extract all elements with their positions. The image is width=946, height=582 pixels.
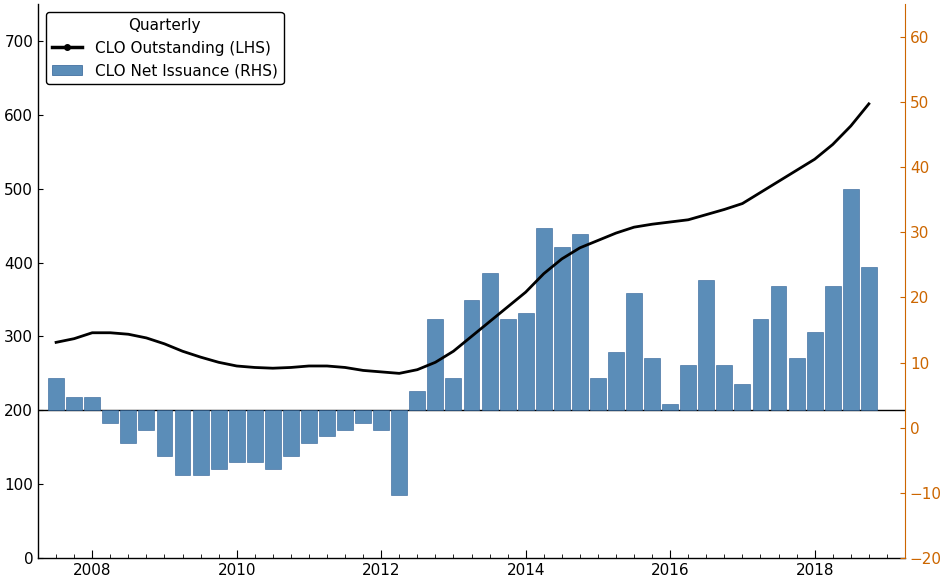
Bar — [535, 228, 552, 410]
Bar — [392, 410, 407, 495]
Bar — [789, 358, 804, 410]
Bar — [734, 384, 750, 410]
Bar — [825, 286, 841, 410]
Bar — [283, 410, 299, 456]
Bar — [771, 286, 786, 410]
Bar — [319, 410, 335, 436]
Bar — [843, 189, 859, 410]
Bar — [807, 332, 823, 410]
Bar — [102, 410, 118, 423]
Bar — [193, 410, 208, 475]
Bar — [590, 378, 605, 410]
Bar — [66, 398, 82, 410]
Bar — [410, 391, 426, 410]
Bar — [138, 410, 154, 430]
Bar — [175, 410, 190, 475]
Bar — [608, 352, 624, 410]
Bar — [861, 267, 877, 410]
Bar — [572, 235, 587, 410]
Bar — [337, 410, 353, 430]
Bar — [517, 313, 534, 410]
Legend: CLO Outstanding (LHS), CLO Net Issuance (RHS): CLO Outstanding (LHS), CLO Net Issuance … — [45, 12, 284, 84]
Bar — [265, 410, 281, 469]
Bar — [698, 280, 714, 410]
Bar — [553, 247, 569, 410]
Bar — [428, 319, 444, 410]
Bar — [662, 404, 678, 410]
Bar — [84, 398, 100, 410]
Bar — [211, 410, 227, 469]
Bar — [156, 410, 172, 456]
Bar — [644, 358, 660, 410]
Bar — [716, 365, 732, 410]
Bar — [229, 410, 245, 463]
Bar — [247, 410, 263, 463]
Bar — [626, 293, 642, 410]
Bar — [301, 410, 317, 443]
Bar — [374, 410, 389, 430]
Bar — [499, 319, 516, 410]
Bar — [120, 410, 136, 443]
Bar — [482, 274, 498, 410]
Bar — [446, 378, 462, 410]
Bar — [464, 300, 480, 410]
Bar — [752, 319, 768, 410]
Bar — [680, 365, 696, 410]
Bar — [355, 410, 371, 423]
Bar — [48, 378, 64, 410]
